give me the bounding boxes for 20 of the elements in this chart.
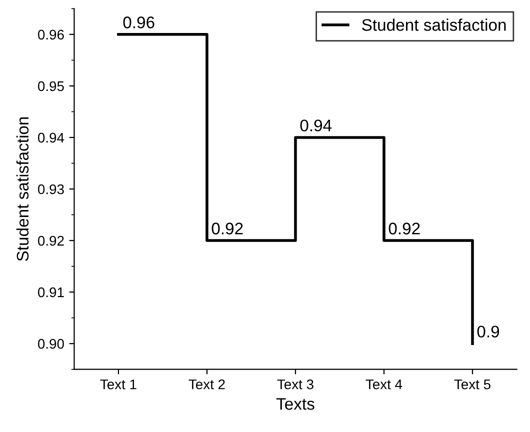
- y-tick-label: 0.94: [38, 132, 64, 143]
- x-tick-label: Text 5: [454, 380, 490, 390]
- y-tick-label: 0.92: [38, 236, 64, 246]
- x-tick-label: Text 1: [100, 380, 136, 390]
- data-label: 0.9: [477, 326, 500, 338]
- y-tick-label: 0.96: [38, 30, 64, 40]
- y-tick-label: 0.91: [38, 287, 64, 298]
- x-tick-label: Text 3: [277, 379, 314, 390]
- x-tick-label: Text 4: [366, 380, 402, 390]
- x-tick-label: Text 2: [188, 379, 225, 390]
- x-axis-title: Texts: [276, 398, 314, 410]
- data-label: 0.94: [300, 120, 332, 132]
- y-tick-label: 0.90: [38, 338, 64, 349]
- y-tick-label: 0.93: [38, 184, 64, 194]
- legend-label: Student satisfaction: [362, 18, 506, 31]
- data-label: 0.96: [123, 16, 154, 28]
- data-label: 0.92: [212, 222, 243, 234]
- data-label: 0.92: [388, 222, 420, 234]
- y-tick-label: 0.95: [38, 81, 64, 92]
- y-axis-title: Student satisfaction: [16, 117, 29, 261]
